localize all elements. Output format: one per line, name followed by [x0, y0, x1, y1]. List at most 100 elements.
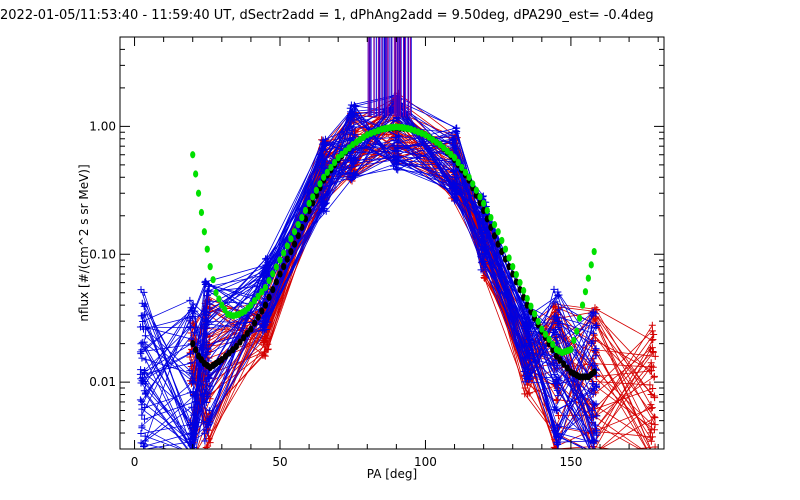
- blue-series-marker: [452, 124, 460, 132]
- green-fit-point: [568, 345, 574, 354]
- blue-series-marker: [526, 322, 534, 330]
- blue-series-marker: [259, 321, 267, 329]
- black-fit-point: [561, 360, 567, 368]
- blue-series-marker: [187, 359, 195, 367]
- red-series-marker: [647, 359, 655, 367]
- blue-series-curve: [144, 113, 597, 447]
- blue-series-marker: [592, 451, 599, 458]
- red-series-marker: [202, 443, 210, 449]
- blue-series-marker: [190, 451, 197, 458]
- red-series-marker: [647, 451, 654, 458]
- blue-series-marker: [263, 254, 271, 262]
- blue-series-marker: [204, 287, 212, 295]
- red-series-marker: [651, 394, 659, 402]
- green-fit-point: [324, 168, 330, 176]
- red-series-marker: [649, 348, 657, 356]
- blue-series-marker: [205, 373, 213, 381]
- blue-series-curve: [143, 155, 595, 417]
- red-series-marker: [191, 451, 198, 458]
- red-series-marker: [647, 437, 655, 445]
- blue-series-marker: [554, 392, 562, 400]
- blue-series-marker: [551, 325, 559, 333]
- red-series-marker: [589, 451, 596, 458]
- blue-series-marker: [588, 451, 595, 458]
- green-fit-point: [328, 163, 334, 172]
- red-series-marker: [191, 451, 198, 458]
- red-series-marker: [650, 373, 658, 381]
- blue-series-marker: [588, 451, 595, 458]
- green-fit-point: [284, 242, 290, 250]
- blue-series-curve: [141, 105, 591, 449]
- blue-series-marker: [450, 141, 458, 149]
- black-fit-point: [281, 262, 287, 271]
- green-fit-point: [481, 199, 487, 207]
- blue-series-marker: [186, 367, 194, 375]
- red-series-marker: [647, 451, 654, 458]
- red-series-marker: [650, 330, 658, 338]
- green-fit-point: [531, 310, 538, 318]
- blue-series-marker: [203, 330, 211, 338]
- red-series-marker: [649, 363, 657, 371]
- green-fit-point: [488, 213, 494, 222]
- blue-series-marker: [552, 313, 560, 321]
- black-fit-point: [270, 286, 276, 294]
- green-fit-point: [499, 236, 505, 245]
- blue-series-marker: [203, 349, 211, 357]
- blue-series-marker: [322, 199, 330, 207]
- blue-series-marker: [204, 370, 212, 378]
- green-fit-point: [295, 221, 301, 229]
- blue-series-marker: [525, 376, 533, 384]
- blue-series-marker: [205, 407, 213, 415]
- black-fit-point: [306, 206, 312, 215]
- blue-series-marker: [554, 440, 562, 448]
- red-series-marker: [650, 451, 657, 458]
- blue-series-marker: [187, 323, 195, 331]
- red-series-marker: [647, 420, 655, 428]
- x-tick-label: 0: [131, 455, 139, 469]
- blue-series-marker: [587, 310, 595, 318]
- red-series-marker: [648, 367, 656, 375]
- y-tick-label: 0.10: [89, 247, 116, 261]
- blue-series-marker: [202, 399, 210, 407]
- red-series-marker: [650, 426, 658, 434]
- blue-series-marker: [524, 330, 532, 338]
- blue-series-marker: [593, 322, 601, 330]
- blue-series-marker: [201, 278, 209, 286]
- blue-series-marker: [138, 424, 146, 432]
- green-fit-point: [201, 228, 207, 236]
- blue-series-marker: [186, 296, 194, 304]
- red-series-marker: [592, 448, 594, 449]
- green-fit-point: [473, 186, 479, 194]
- blue-series-marker: [190, 451, 197, 458]
- blue-series-marker: [188, 435, 196, 443]
- green-fit-point: [207, 263, 213, 271]
- red-series-marker: [187, 450, 194, 457]
- green-fit-point: [321, 173, 327, 181]
- blue-series-marker: [526, 360, 534, 368]
- black-fit-point: [277, 270, 283, 278]
- blue-series-marker: [137, 340, 145, 348]
- green-fit-point: [550, 340, 556, 348]
- blue-series-marker: [188, 451, 195, 458]
- blue-series-marker: [351, 109, 359, 117]
- black-fit-point: [506, 262, 512, 271]
- blue-series-marker: [138, 401, 146, 409]
- red-series-marker: [647, 451, 654, 458]
- green-fit-point: [591, 247, 597, 256]
- blue-series-marker: [552, 366, 560, 374]
- red-series-marker: [648, 336, 656, 344]
- green-fit-point: [470, 180, 476, 188]
- black-fit-point: [491, 232, 498, 240]
- blue-series-marker: [191, 451, 198, 458]
- blue-series-marker: [350, 101, 358, 109]
- blue-series-marker: [189, 451, 196, 458]
- green-fit-point: [313, 186, 319, 194]
- green-fit-point: [502, 245, 509, 253]
- green-fit-point: [495, 228, 501, 236]
- blue-series-marker: [550, 285, 558, 293]
- blue-series-marker: [351, 170, 359, 178]
- green-fit-point: [546, 335, 552, 343]
- blue-series-marker: [588, 324, 596, 332]
- green-fit-point: [579, 301, 586, 309]
- blue-series-marker: [264, 318, 272, 326]
